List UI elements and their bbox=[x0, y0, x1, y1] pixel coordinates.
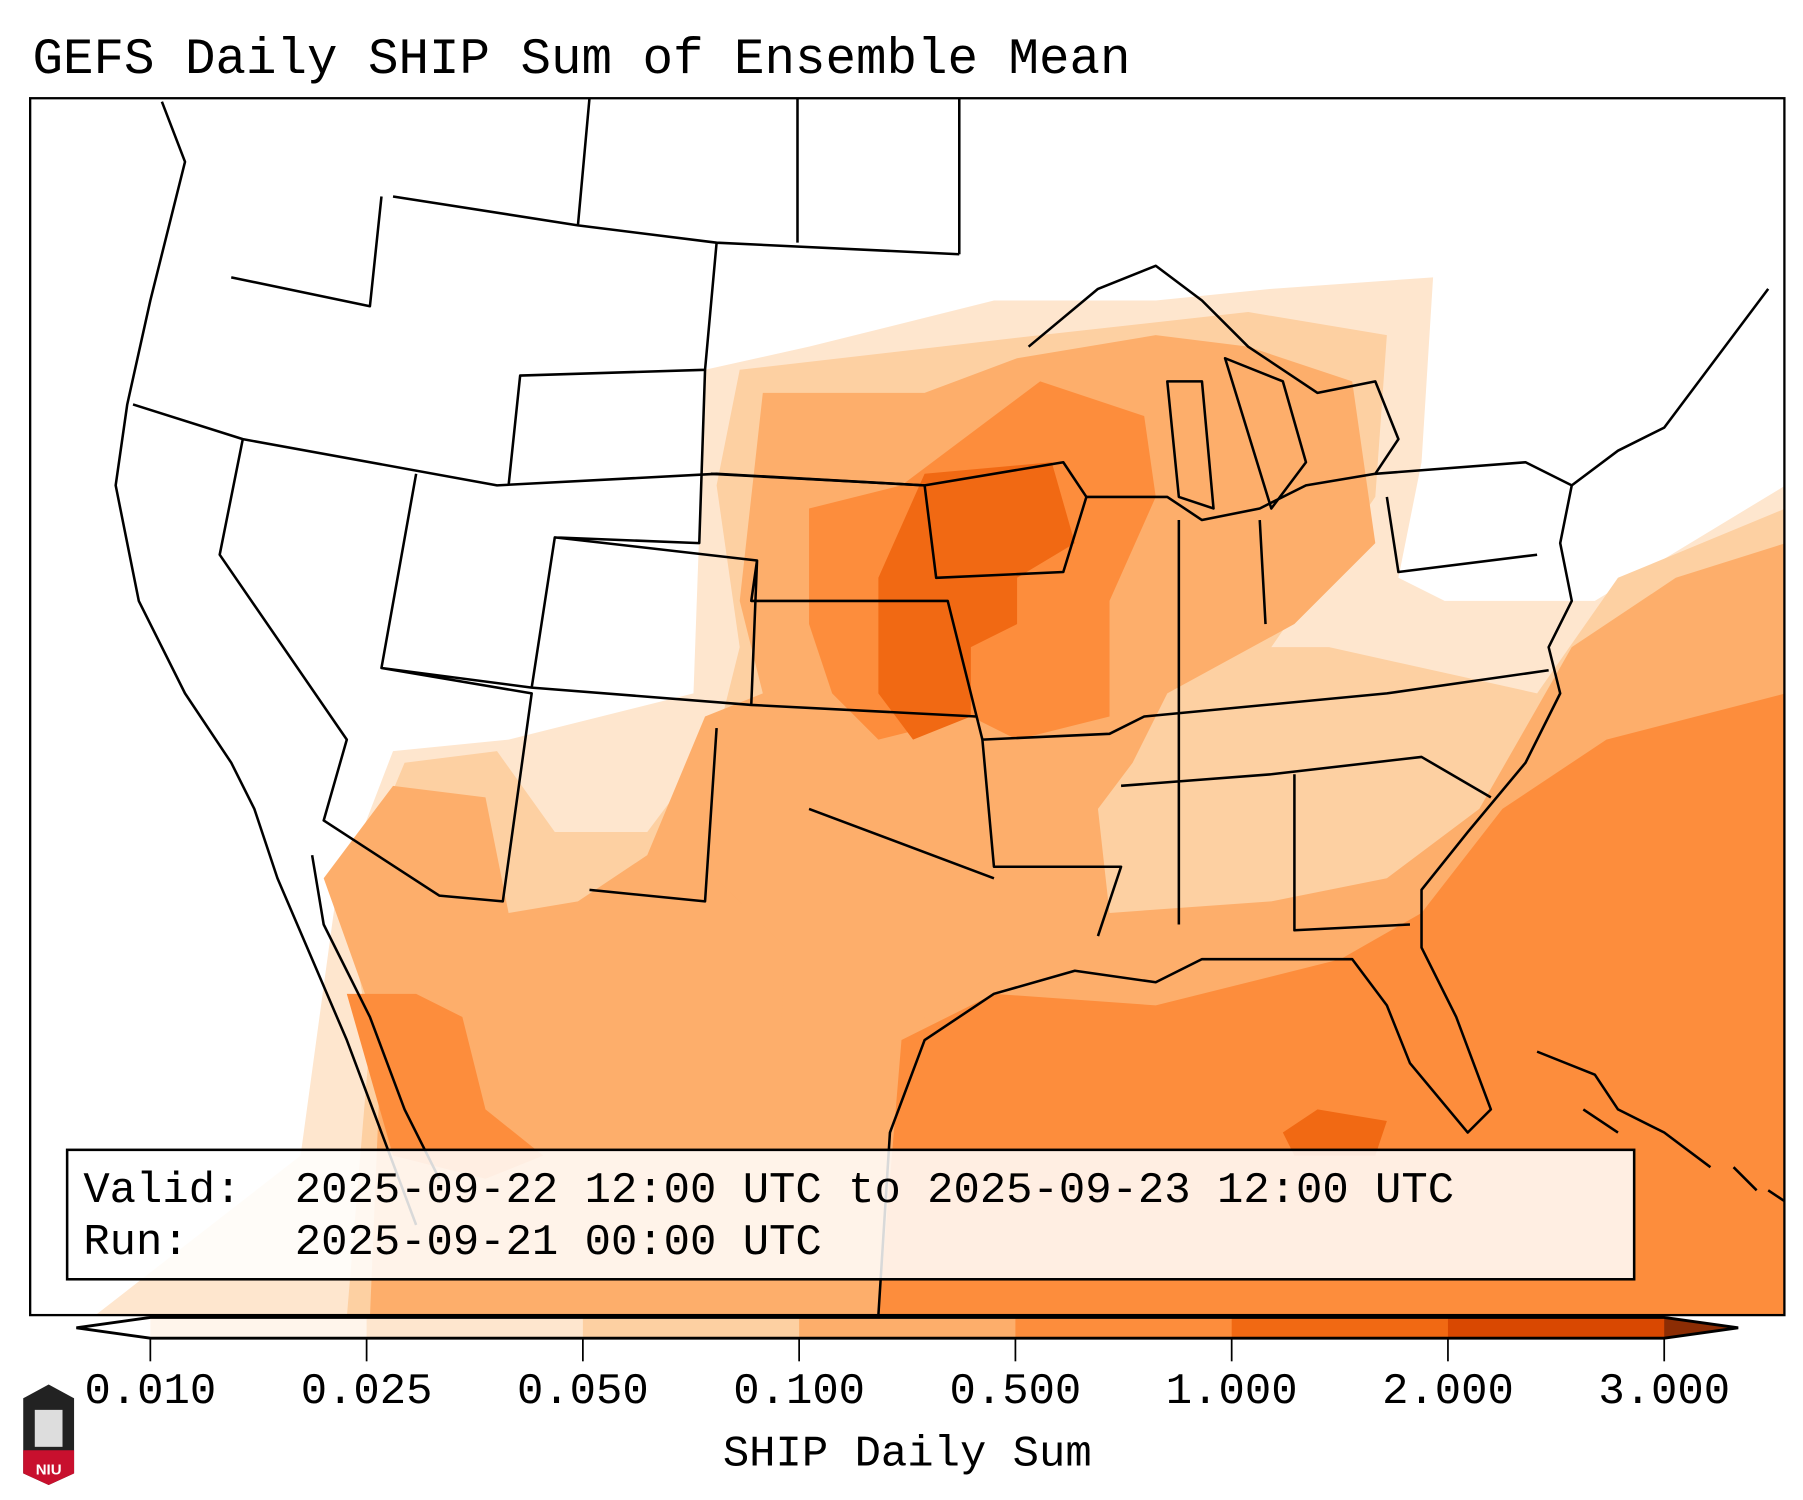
colorbar: 0.010 0.025 0.050 0.100 0.500 1.000 2.000 3.000 bbox=[76, 1315, 1739, 1417]
colorbar-tick-label: 0.050 bbox=[517, 1367, 649, 1417]
colorbar-segment bbox=[799, 1317, 1016, 1339]
colorbar-segment bbox=[1447, 1317, 1665, 1339]
colorbar-segment bbox=[150, 1317, 368, 1339]
us-canada-border bbox=[132, 403, 1573, 522]
chart-title: GEFS Daily SHIP Sum of Ensemble Mean bbox=[32, 32, 1130, 89]
colorbar-tick-label: 0.025 bbox=[301, 1367, 433, 1417]
coastline-baja bbox=[310, 854, 441, 1180]
colorbar-tick-label: 1.000 bbox=[1166, 1367, 1298, 1417]
run-label: Run: bbox=[83, 1218, 188, 1268]
colorbar-over-extension bbox=[1664, 1317, 1739, 1339]
shade-1.000-b bbox=[1282, 1109, 1387, 1156]
valid-label: Valid: bbox=[83, 1166, 241, 1216]
shade-0.500-b bbox=[346, 993, 544, 1179]
caribbean-islands bbox=[1536, 1050, 1785, 1203]
canada-provinces bbox=[230, 98, 961, 486]
colorbar-segment bbox=[366, 1317, 584, 1339]
colorbar-tick-label: 3.000 bbox=[1598, 1367, 1730, 1417]
coastline-mexico-east bbox=[877, 288, 1770, 1316]
coastline-west bbox=[114, 101, 418, 1226]
valid-value: 2025-09-22 12:00 UTC to 2025-09-23 12:00… bbox=[295, 1166, 1454, 1216]
shade-1.000 bbox=[878, 462, 1075, 740]
colorbar-segment bbox=[1015, 1317, 1233, 1339]
niu-logo: NIU bbox=[23, 1384, 75, 1485]
colorbar-under-extension bbox=[76, 1317, 151, 1339]
logo-text: NIU bbox=[36, 1462, 62, 1479]
colorbar-label: SHIP Daily Sum bbox=[723, 1429, 1092, 1479]
state-lines bbox=[218, 369, 1549, 937]
map-frame bbox=[29, 97, 1786, 1317]
colorbar-tick-label: 2.000 bbox=[1382, 1367, 1514, 1417]
colorbar-segment bbox=[582, 1317, 800, 1339]
colorbar-tick-label: 0.500 bbox=[950, 1367, 1082, 1417]
colorbar-tick-label: 0.100 bbox=[733, 1367, 865, 1417]
great-lakes bbox=[1027, 264, 1400, 510]
colorbar-tick-label: 0.010 bbox=[84, 1367, 216, 1417]
colorbar-segment bbox=[1231, 1317, 1449, 1339]
info-box: Valid: 2025-09-22 12:00 UTC to 2025-09-2… bbox=[65, 1148, 1636, 1281]
run-value: 2025-09-21 00:00 UTC bbox=[295, 1218, 822, 1268]
map-area bbox=[95, 98, 1785, 1316]
